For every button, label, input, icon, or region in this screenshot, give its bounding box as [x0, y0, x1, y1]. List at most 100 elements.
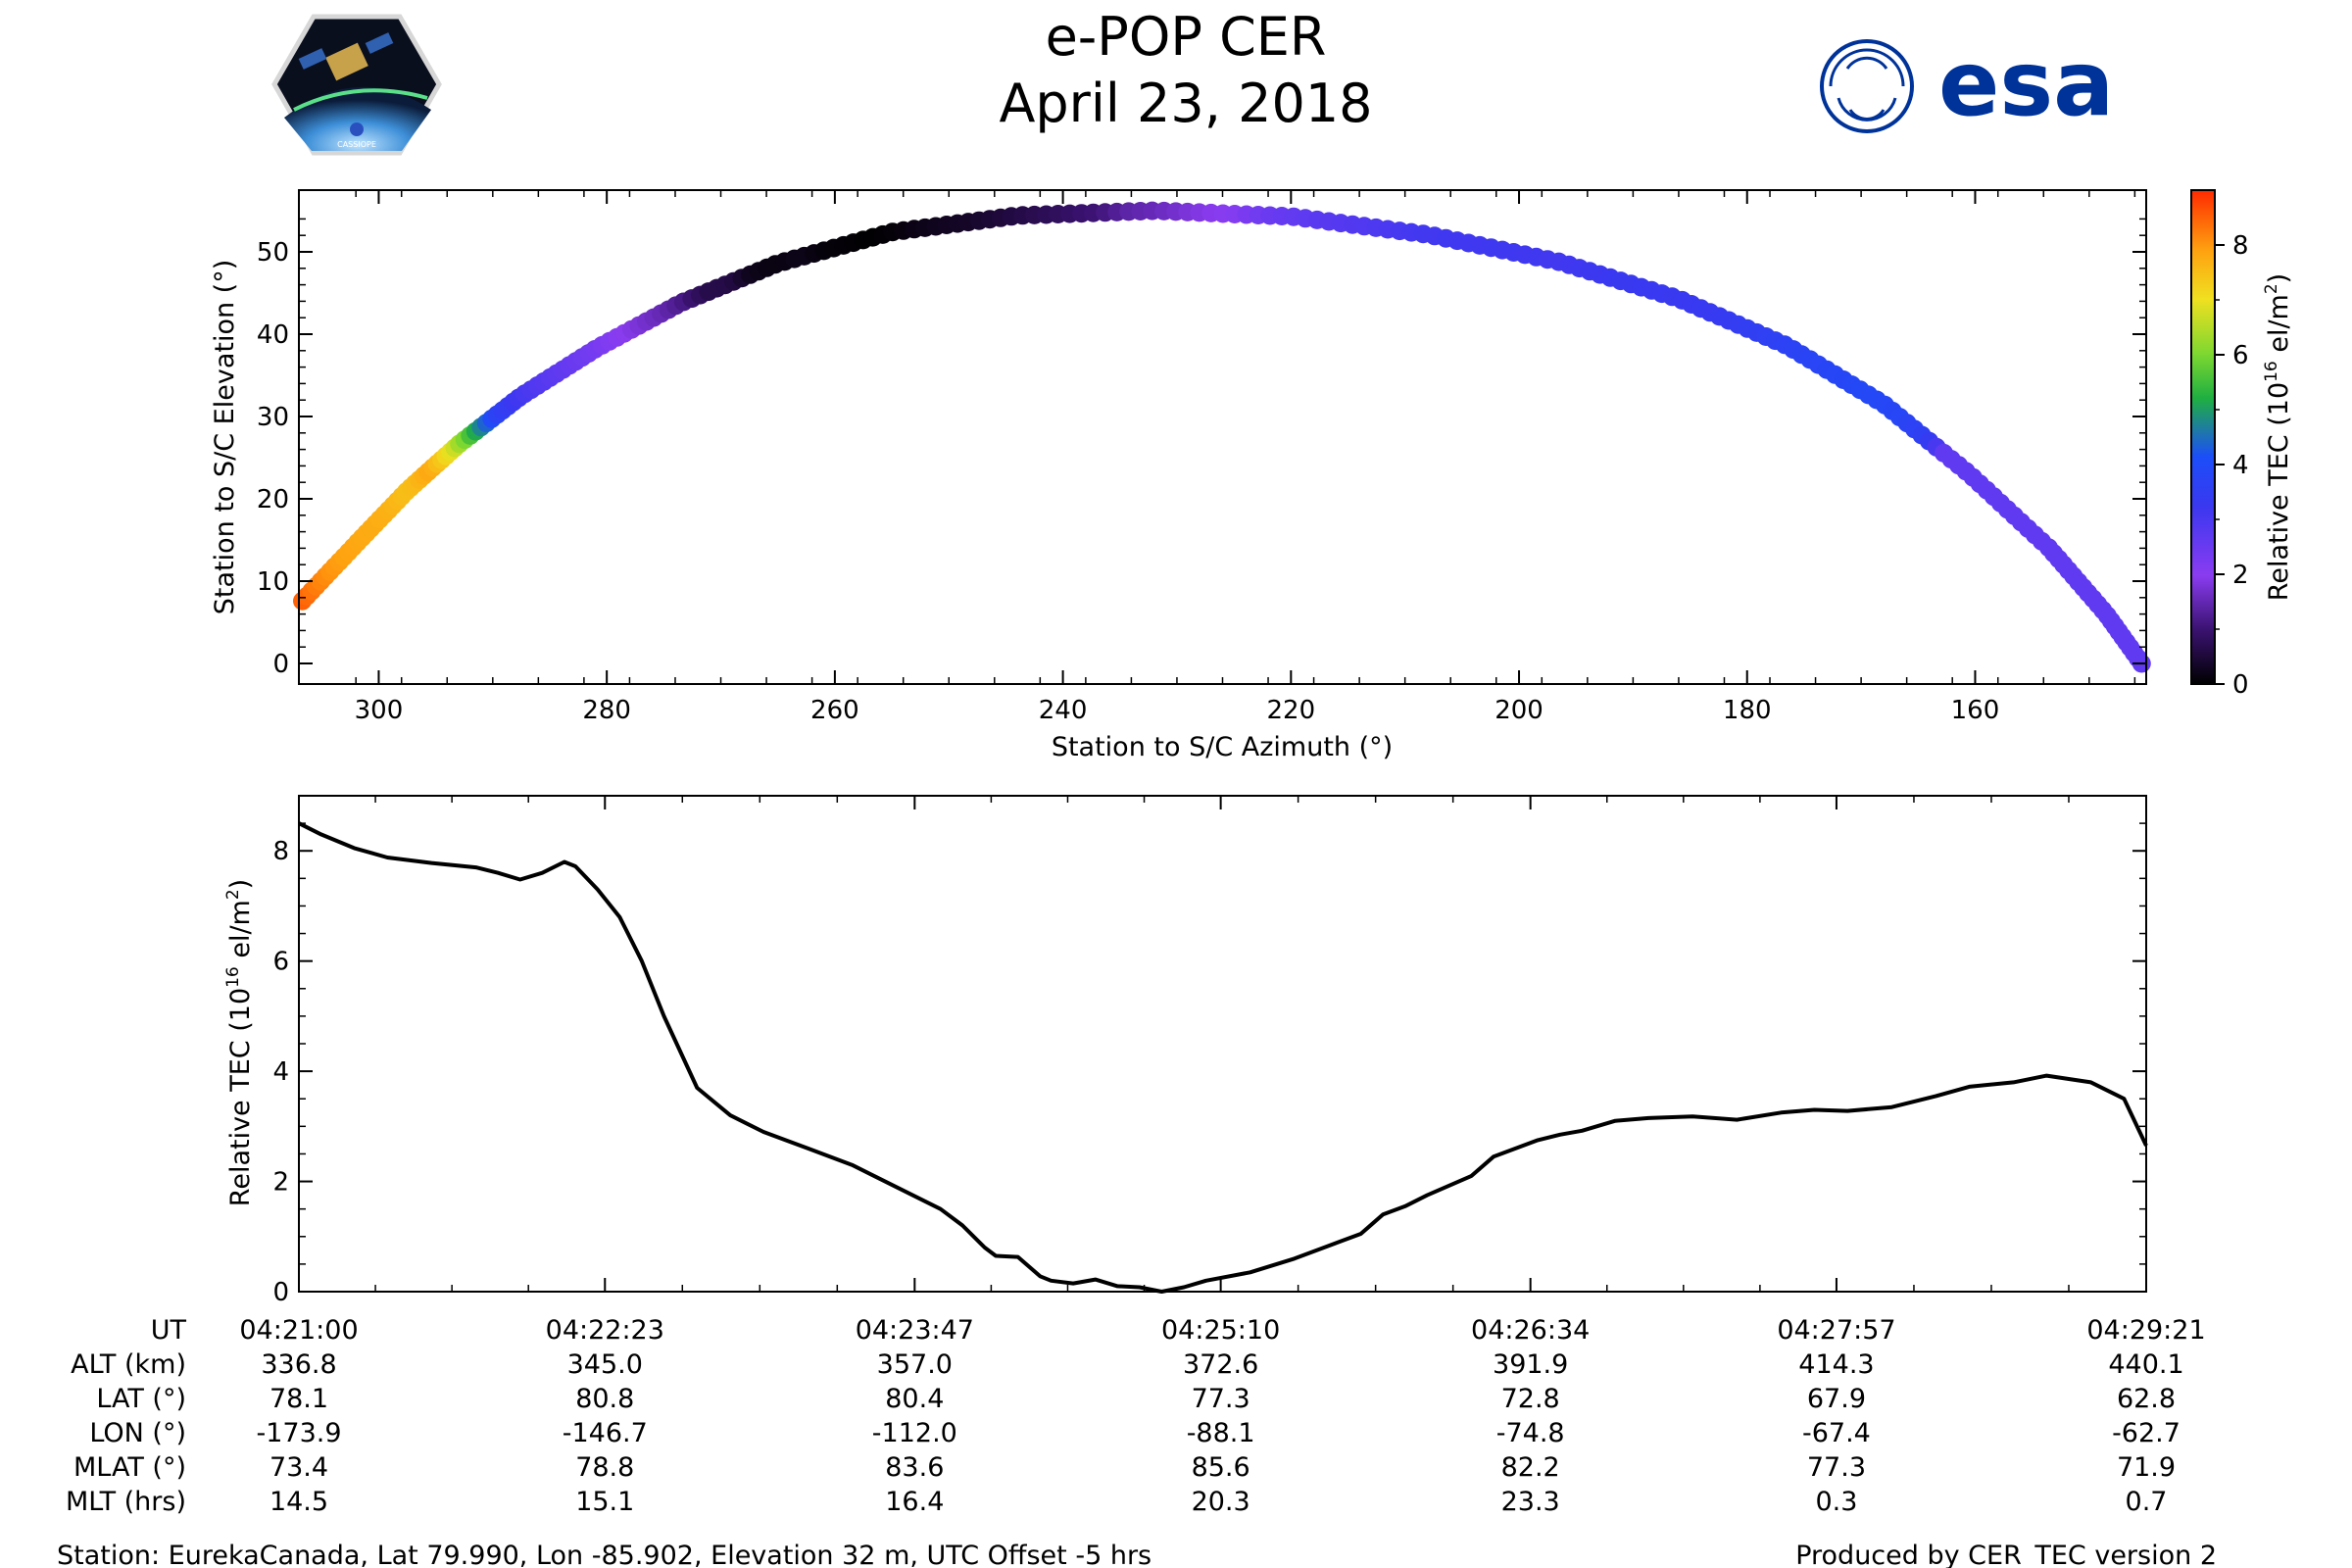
table-cell: 78.8	[575, 1452, 634, 1483]
top-x-axis-label: Station to S/C Azimuth (°)	[1052, 732, 1393, 762]
table-cell: 85.6	[1192, 1452, 1250, 1483]
table-cell: 80.8	[575, 1384, 634, 1414]
table-row-label: LON (°)	[89, 1418, 186, 1448]
colorbar-label-tail: el/m	[2264, 294, 2294, 361]
table-row-label: MLAT (°)	[74, 1452, 186, 1483]
bottom-plot-frame	[298, 795, 2147, 1293]
cassiope-logo-caption: CASSIOPE	[337, 140, 376, 149]
page-title: e-POP CER	[1046, 6, 1327, 68]
top-y-tick-label: 30	[257, 403, 289, 432]
table-row-label: ALT (km)	[71, 1349, 186, 1380]
table-cell: -88.1	[1187, 1418, 1255, 1448]
table-cell: 336.8	[261, 1349, 336, 1380]
bottom-y-label-close: )	[225, 879, 256, 890]
table-cell: -67.4	[1802, 1418, 1871, 1448]
table-row-label: UT	[151, 1315, 187, 1346]
table-cell: 440.1	[2108, 1349, 2183, 1380]
colorbar-label-close: )	[2264, 273, 2294, 284]
table-cell: 372.6	[1183, 1349, 1258, 1380]
colorbar-tick-label: 0	[2232, 670, 2249, 700]
table-cell: 20.3	[1192, 1487, 1250, 1517]
table-cell: 83.6	[885, 1452, 944, 1483]
colorbar-tick-label: 4	[2232, 451, 2249, 480]
top-plot-frame	[298, 189, 2147, 685]
top-x-tick-label: 300	[355, 696, 404, 725]
top-y-tick-label: 40	[257, 320, 289, 350]
bottom-axis-ticks: 0 2 4 6 8	[272, 796, 2147, 1307]
colorbar-tick-label: 2	[2232, 561, 2249, 590]
top-x-tick-label: 260	[810, 696, 859, 725]
table-cell: 23.3	[1501, 1487, 1560, 1517]
footer-produced: Produced by CER_TEC version 2	[1795, 1541, 2217, 1568]
colorbar-tick-label: 6	[2232, 341, 2249, 370]
table-row-label: LAT (°)	[96, 1384, 186, 1414]
colorbar-label-main: Relative TEC (10	[2264, 382, 2294, 601]
table-cell: -146.7	[563, 1418, 648, 1448]
bottom-y-tick-label: 2	[272, 1168, 289, 1198]
bottom-y-label-main: Relative TEC (10	[225, 988, 256, 1206]
table-cell: 14.5	[270, 1487, 328, 1517]
table-ut-value: 04:27:57	[1777, 1315, 1895, 1346]
top-x-tick-label: 280	[582, 696, 631, 725]
table-cell: -112.0	[872, 1418, 957, 1448]
table-cell: 67.9	[1807, 1384, 1866, 1414]
table-ut-value: 04:22:23	[546, 1315, 664, 1346]
top-x-tick-label: 240	[1039, 696, 1088, 725]
colorbar: 0 2 4 6 8 Relative TEC (1016 el/m2)	[2190, 189, 2294, 700]
colorbar-tick-label: 8	[2232, 231, 2249, 261]
bottom-y-tick-label: 8	[272, 837, 289, 866]
top-x-tick-label: 200	[1494, 696, 1544, 725]
esa-logo-text: esa	[1938, 31, 2114, 136]
table-cell: 72.8	[1501, 1384, 1560, 1414]
table-cell: 71.9	[2117, 1452, 2176, 1483]
table-cell: 62.8	[2117, 1384, 2176, 1414]
table-cell: 15.1	[575, 1487, 634, 1517]
bottom-y-label-sq: 2	[223, 889, 243, 900]
top-y-tick-label: 20	[257, 485, 289, 514]
colorbar-ticks: 0 2 4 6 8	[2215, 231, 2249, 700]
table-cell: 80.4	[885, 1384, 944, 1414]
table-cell: 345.0	[567, 1349, 643, 1380]
table-cell: 16.4	[885, 1487, 944, 1517]
colorbar-gradient	[2190, 189, 2216, 685]
bottom-y-tick-label: 0	[272, 1278, 289, 1307]
top-y-tick-label: 50	[257, 238, 289, 268]
table-ut-value: 04:25:10	[1161, 1315, 1280, 1346]
esa-logo: esa	[1820, 31, 2114, 136]
colorbar-label: Relative TEC (1016 el/m2)	[2262, 273, 2294, 601]
table-row-label: MLT (hrs)	[66, 1487, 186, 1517]
table-ut-value: 04:21:00	[239, 1315, 358, 1346]
top-x-tick-label: 160	[1951, 696, 2000, 725]
page-date: April 23, 2018	[999, 73, 1372, 134]
bottom-y-label-exp: 16	[223, 966, 243, 988]
table-cell: 82.2	[1501, 1452, 1560, 1483]
top-axis-ticks: 300 280 260 240 220 200 180 160 0 10 20 30 40 50	[257, 190, 2146, 725]
bottom-y-tick-label: 6	[272, 948, 289, 977]
table-cell: 77.3	[1807, 1452, 1866, 1483]
top-y-tick-label: 10	[257, 567, 289, 597]
top-y-tick-label: 0	[272, 650, 289, 679]
top-x-tick-label: 220	[1266, 696, 1315, 725]
table-cell: 391.9	[1493, 1349, 1568, 1380]
cassiope-logo: CASSIOPE	[271, 14, 442, 156]
footer-station: Station: EurekaCanada, Lat 79.990, Lon -…	[57, 1541, 1152, 1568]
table-cell: -62.7	[2112, 1418, 2180, 1448]
table-ut-value: 04:29:21	[2086, 1315, 2205, 1346]
track-points	[293, 201, 2151, 673]
tec-series-line	[298, 821, 2148, 1294]
table-cell: 0.3	[1815, 1487, 1857, 1517]
table-cell: 414.3	[1798, 1349, 1874, 1380]
table-cell: 357.0	[877, 1349, 953, 1380]
table-cell: -173.9	[256, 1418, 341, 1448]
table-cell: 73.4	[270, 1452, 328, 1483]
bottom-y-label-tail: el/m	[225, 900, 256, 966]
top-x-tick-label: 180	[1723, 696, 1772, 725]
top-y-axis-label: Station to S/C Elevation (°)	[210, 260, 240, 615]
bottom-y-axis-label: Relative TEC (1016 el/m2)	[223, 879, 256, 1206]
table-ut-value: 04:26:34	[1471, 1315, 1590, 1346]
table-ut-value: 04:23:47	[856, 1315, 974, 1346]
